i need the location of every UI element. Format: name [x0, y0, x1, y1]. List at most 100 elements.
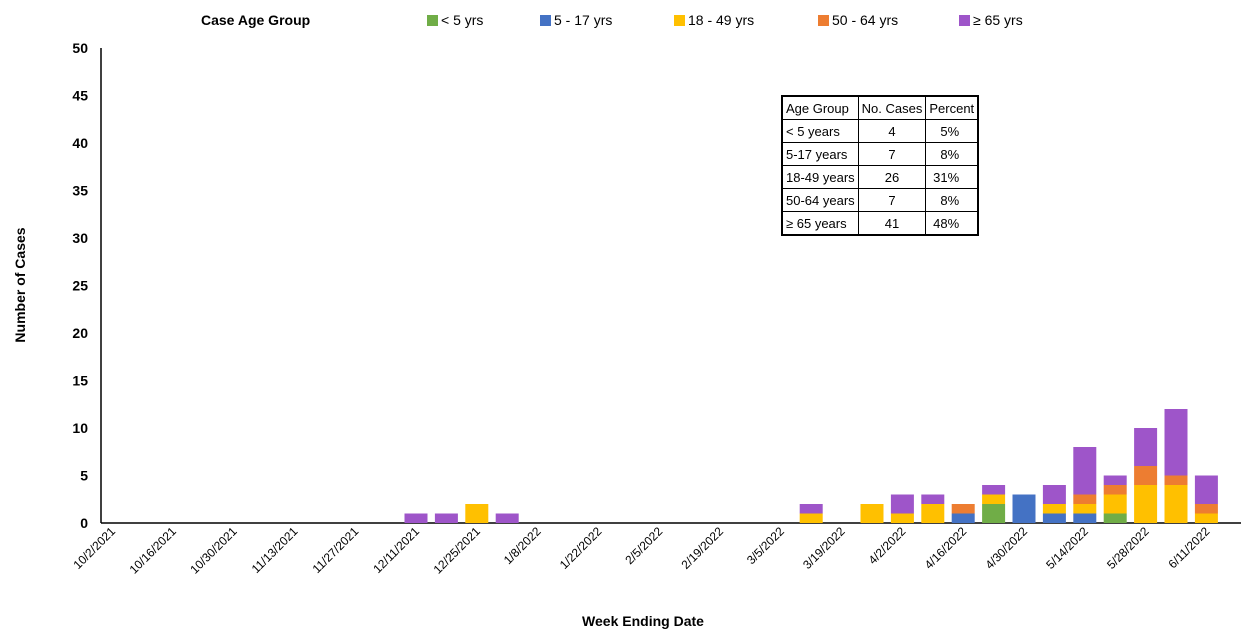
bar-segment	[921, 494, 945, 504]
y-tick-label: 35	[72, 183, 88, 199]
x-tick-label: 4/16/2022	[922, 524, 970, 572]
legend-label: ≥ 65 yrs	[973, 12, 1023, 28]
x-tick-label: 3/19/2022	[800, 524, 848, 572]
bar-segment	[1134, 428, 1158, 466]
table-header-cell: Age Group	[781, 95, 859, 120]
bar-segment	[1103, 485, 1127, 495]
legend-item-5-17: 5 - 17 yrs	[540, 12, 612, 28]
table-cell-percent: 31%	[925, 165, 979, 189]
x-tick-label: 4/2/2022	[866, 524, 909, 567]
legend-swatch-yellow	[674, 15, 685, 26]
bar-segment	[1164, 409, 1188, 476]
bar-segment	[1073, 494, 1097, 504]
bar-segment	[1012, 494, 1036, 523]
x-tick-label: 12/25/2021	[431, 524, 484, 577]
legend-item-18-49: 18 - 49 yrs	[674, 12, 754, 28]
bar-segment	[1134, 466, 1158, 485]
bar-segment	[1042, 513, 1066, 523]
legend-label: 50 - 64 yrs	[832, 12, 899, 28]
bar-segment	[799, 504, 823, 514]
bar-segment	[1194, 475, 1218, 504]
table-row: 18-49 years 26 31%	[781, 165, 979, 189]
legend-swatch-blue	[540, 15, 551, 26]
y-tick-label: 15	[72, 373, 88, 389]
table-cell-percent: 5%	[925, 119, 979, 143]
x-tick-label: 4/30/2022	[982, 524, 1030, 572]
legend-label: 18 - 49 yrs	[688, 12, 755, 28]
x-tick-label: 3/5/2022	[744, 524, 787, 567]
x-tick-label: 2/5/2022	[622, 524, 665, 567]
legend-item-50-64: 50 - 64 yrs	[818, 12, 898, 28]
x-tick-label: 11/27/2021	[310, 524, 362, 576]
bar-segment	[1073, 513, 1097, 523]
table-cell-age-group: < 5 years	[781, 119, 859, 143]
bar-segment	[1103, 475, 1127, 485]
table-cell-age-group: ≥ 65 years	[781, 211, 859, 236]
bar-segment	[1103, 494, 1127, 514]
stacked-bars	[404, 409, 1218, 523]
bar-segment	[951, 504, 975, 514]
table-cell-cases: 26	[857, 165, 927, 189]
y-tick-label: 50	[72, 40, 88, 56]
x-tick-label: 6/11/2022	[1165, 524, 1212, 571]
y-tick-label: 10	[72, 420, 88, 436]
x-tick-label: 1/22/2022	[557, 524, 605, 572]
table-cell-cases: 41	[857, 211, 927, 236]
legend-swatch-orange	[818, 15, 829, 26]
x-tick-label: 1/8/2022	[501, 524, 544, 567]
y-tick-label: 0	[80, 515, 88, 531]
bar-segment	[465, 504, 489, 523]
bar-segment	[1134, 485, 1158, 523]
y-tick-label: 30	[72, 230, 88, 246]
bar-segment	[982, 504, 1006, 523]
bar-segment	[890, 513, 914, 523]
x-tick-label: 5/14/2022	[1043, 524, 1091, 572]
legend-label: 5 - 17 yrs	[554, 12, 613, 28]
table-header-cell: No. Cases	[857, 95, 927, 120]
table-cell-age-group: 18-49 years	[781, 165, 859, 189]
bar-segment	[860, 504, 884, 523]
x-tick-label: 11/13/2021	[249, 524, 301, 576]
bar-segment	[1164, 475, 1188, 485]
bar-segment	[1073, 447, 1097, 495]
bar-segment	[1042, 485, 1066, 504]
legend-item-under-5: < 5 yrs	[427, 12, 483, 28]
x-tick-label: 12/11/2021	[370, 524, 422, 576]
bar-segment	[982, 494, 1006, 504]
table-cell-age-group: 50-64 years	[781, 188, 859, 212]
legend-swatch-purple	[959, 15, 970, 26]
table-row: 50-64 years 7 8%	[781, 188, 979, 212]
bar-segment	[495, 513, 519, 523]
x-tick-label: 10/2/2021	[70, 524, 118, 572]
bar-segment	[982, 485, 1006, 495]
y-tick-label: 45	[72, 88, 88, 104]
table-cell-cases: 7	[857, 188, 927, 212]
x-tick-label: 10/30/2021	[187, 524, 240, 577]
bar-segment	[799, 513, 823, 523]
legend-swatch-green	[427, 15, 438, 26]
bar-segment	[1042, 504, 1066, 514]
x-tick-label: 10/16/2021	[127, 524, 180, 577]
table-cell-cases: 4	[857, 119, 927, 143]
x-tick-labels: 10/2/2021 10/16/2021 10/30/2021 11/13/2021 1…	[70, 524, 1212, 577]
bar-segment	[1194, 504, 1218, 514]
bar-segment	[951, 513, 975, 523]
legend-title: Case Age Group	[201, 12, 311, 28]
x-tick-label: 5/28/2022	[1104, 524, 1152, 572]
x-tick-label: 2/19/2022	[678, 524, 726, 572]
legend-label: < 5 yrs	[441, 12, 484, 28]
table-header-cell: Percent	[925, 95, 979, 120]
x-axis-title: Week Ending Date	[582, 613, 704, 629]
bar-segment	[1194, 513, 1218, 523]
bar-segment	[434, 513, 458, 523]
y-tick-label: 25	[72, 278, 88, 294]
bar-segment	[1103, 513, 1127, 523]
table-cell-percent: 8%	[925, 188, 979, 212]
bar-segment	[1073, 504, 1097, 514]
y-tick-label: 40	[72, 135, 88, 151]
table-cell-cases: 7	[857, 142, 927, 166]
table-row: < 5 years 4 5%	[781, 119, 979, 143]
age-group-summary-table: Age Group No. Cases Percent < 5 years 4 …	[781, 95, 980, 236]
y-tick-labels: 0 5 10 15 20 25 30 35 40 45 50	[72, 40, 88, 531]
